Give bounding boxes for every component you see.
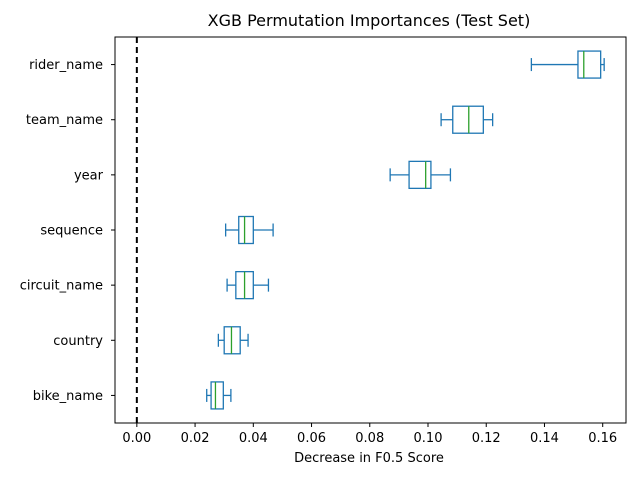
x-axis: 0.00 0.02 0.04 0.06 0.08 0.10 0.12 0.14 0.16: [122, 423, 617, 446]
iqr-box: [210, 381, 224, 410]
box-year: [389, 160, 452, 190]
x-tick-label: 0.08: [355, 431, 384, 446]
iqr-box: [238, 215, 254, 245]
iqr-box: [577, 50, 602, 79]
iqr-box: [408, 160, 432, 190]
x-tick-label: 0.00: [122, 431, 151, 446]
x-tick-label: 0.16: [588, 431, 617, 446]
box-country: [217, 326, 249, 355]
iqr-box: [223, 326, 241, 355]
plot-frame: [114, 36, 627, 424]
x-tick-label: 0.04: [239, 431, 268, 446]
x-tick-label: 0.12: [472, 431, 501, 446]
plot-area: [135, 37, 605, 423]
x-tick-label: 0.02: [181, 431, 210, 446]
box-circuit_name: [226, 270, 270, 300]
y-tick-label: rider_name: [29, 58, 103, 73]
box-team_name: [440, 105, 494, 134]
y-tick-label: country: [53, 334, 103, 349]
box-sequence: [224, 215, 274, 245]
iqr-box: [452, 105, 484, 134]
x-tick-label: 0.06: [297, 431, 326, 446]
box-bike_name: [206, 381, 232, 410]
y-tick-label: sequence: [40, 224, 103, 239]
box-rider_name: [530, 50, 605, 79]
y-tick-label: year: [74, 168, 104, 183]
x-axis-label: Decrease in F0.5 Score: [294, 451, 444, 466]
y-tick-label: circuit_name: [20, 279, 103, 294]
x-tick-label: 0.14: [530, 431, 559, 446]
chart-title: XGB Permutation Importances (Test Set): [208, 11, 531, 30]
x-tick-label: 0.10: [414, 431, 443, 446]
y-tick-label: team_name: [26, 113, 103, 128]
y-tick-label: bike_name: [33, 389, 103, 404]
